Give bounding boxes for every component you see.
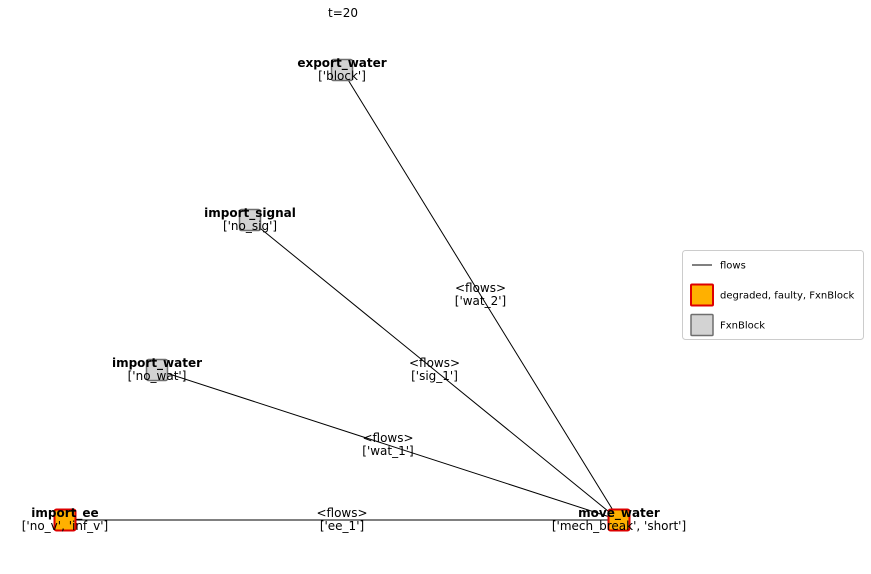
node-box-import_signal [238, 208, 262, 232]
node-faults: ['no_sig'] [223, 219, 277, 233]
node-faults: ['mech_break', 'short'] [552, 519, 686, 533]
time-title: t=20 [328, 6, 358, 20]
edge-flow-label: ['sig_1'] [411, 369, 458, 383]
legend-normal-swatch [690, 313, 714, 337]
legend-frame [682, 250, 864, 340]
node-box-import_ee [53, 508, 77, 532]
edge-type-label: <flows> [362, 431, 413, 445]
node-name: import_signal [204, 206, 296, 221]
edge-labels-layer: <flows>['wat_2']<flows>['sig_1']<flows>[… [316, 281, 506, 533]
nodes-layer [53, 58, 631, 532]
node-name: move_water [578, 506, 660, 521]
edge-type-label: <flows> [409, 356, 460, 370]
node-box-export_water [330, 58, 354, 82]
edges-layer [65, 69, 620, 521]
node-box-move_water [607, 508, 631, 532]
legend-items: flows degraded, faulty, FxnBlock FxnBlock [690, 261, 855, 337]
edge-import_water-to-move_water [156, 369, 620, 521]
node-name: export_water [297, 56, 386, 71]
edge-type-label: <flows> [455, 281, 506, 295]
edge-import_signal-to-move_water [249, 219, 620, 521]
node-faults: ['block'] [318, 69, 366, 83]
node-box-import_water [145, 358, 169, 382]
edge-flow-label: ['ee_1'] [320, 519, 364, 533]
node-faults: ['no_v', 'inf_v'] [22, 519, 109, 533]
legend-faulty-swatch [690, 283, 714, 307]
legend-label: flows [720, 261, 746, 272]
legend-label: FxnBlock [720, 321, 765, 332]
node-name: import_water [112, 356, 202, 371]
edge-flow-label: ['wat_1'] [362, 444, 413, 458]
edge-export_water-to-move_water [341, 69, 620, 521]
node-faults: ['no_wat'] [128, 369, 187, 383]
node-name: import_ee [31, 506, 98, 521]
legend: flows degraded, faulty, FxnBlock FxnBlock [682, 250, 864, 340]
edge-type-label: <flows> [316, 506, 367, 520]
node-labels-layer: export_water['block'] import_signal['no_s… [22, 56, 686, 533]
edge-flow-label: ['wat_2'] [455, 294, 506, 308]
legend-label: degraded, faulty, FxnBlock [720, 291, 855, 302]
